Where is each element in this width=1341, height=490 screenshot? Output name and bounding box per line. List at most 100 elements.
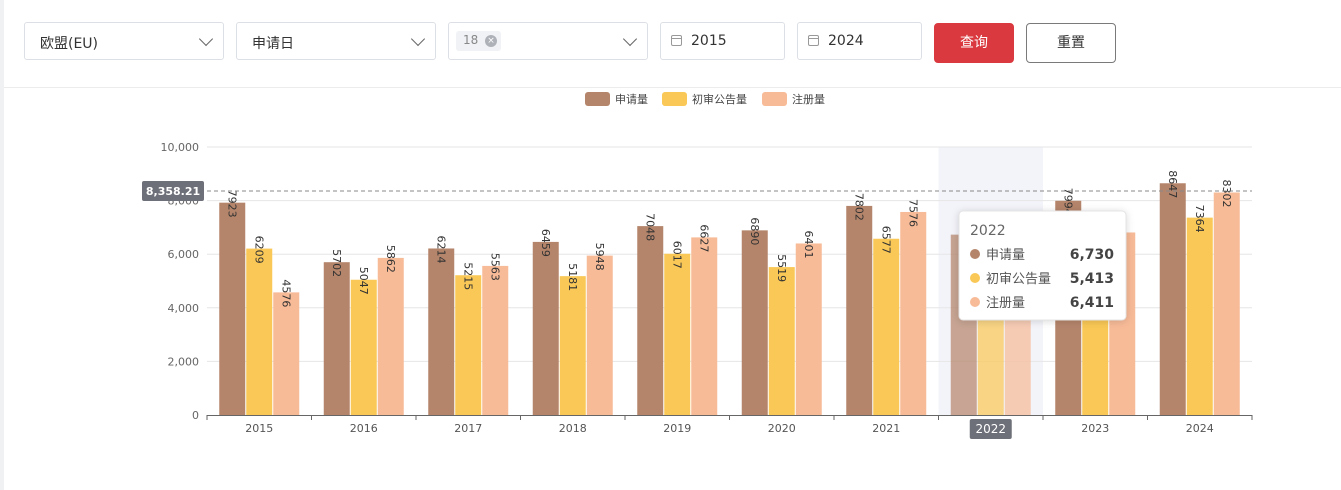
data-label: 6017 <box>670 241 683 269</box>
data-label: 6890 <box>748 217 761 245</box>
tooltip-series-name: 注册量 <box>986 296 1025 311</box>
data-label: 6209 <box>252 236 265 264</box>
year-from-picker[interactable]: 2015 <box>660 22 785 60</box>
bar-3 <box>1213 192 1240 415</box>
year-to-value: 2024 <box>828 33 864 49</box>
bar-2 <box>768 267 795 415</box>
bar-2 <box>559 276 586 415</box>
bar-3 <box>482 265 509 415</box>
x-tick-label: 2015 <box>245 422 273 435</box>
year-to-picker[interactable]: 2024 <box>797 22 922 60</box>
x-tick-label: 2021 <box>872 422 900 435</box>
legend-label: 注册量 <box>792 92 825 106</box>
crosshair-badge <box>142 180 204 201</box>
class-multi-select[interactable]: 18 × <box>448 22 648 60</box>
y-tick-label: 10,000 <box>161 141 200 154</box>
bar-2 <box>455 275 482 415</box>
y-tick-label: 0 <box>192 409 199 422</box>
data-label: 5702 <box>330 249 343 277</box>
x-tick-label: 2020 <box>768 422 796 435</box>
x-tick-label: 2022 <box>975 422 1006 436</box>
bar-1 <box>532 241 559 415</box>
x-tick-label: 2017 <box>454 422 482 435</box>
y-tick-label: 4,000 <box>168 302 200 315</box>
x-tick-label: 2023 <box>1081 422 1109 435</box>
data-label: 6459 <box>539 229 552 257</box>
bar-1 <box>846 205 873 415</box>
data-label: 7576 <box>906 199 919 227</box>
legend-swatch <box>762 92 787 106</box>
y-tick-label: 2,000 <box>168 355 200 368</box>
data-label: 6627 <box>697 224 710 252</box>
data-label: 7994 <box>1061 188 1074 216</box>
tooltip-series-value: 6,411 <box>1070 295 1114 311</box>
close-icon[interactable]: × <box>485 35 497 47</box>
data-label: 6401 <box>802 230 815 258</box>
filter-bar: 欧盟(EU) 申请日 18 × 2015 2024 查询 重置 <box>4 0 1341 88</box>
tooltip-dot <box>970 273 980 283</box>
data-label: 7923 <box>225 190 238 218</box>
tooltip-series-name: 申请量 <box>986 248 1025 263</box>
tooltip-series-name: 初审公告量 <box>986 272 1051 287</box>
tooltip-series-value: 6,730 <box>1070 247 1115 263</box>
date-type-select-value: 申请日 <box>252 36 294 52</box>
x-tick-label: 2019 <box>663 422 691 435</box>
bar-1 <box>741 230 768 415</box>
bar-3 <box>691 237 718 415</box>
bar-3 <box>377 257 404 415</box>
data-label: 4576 <box>279 279 292 307</box>
bar-1 <box>637 226 664 415</box>
data-label: 8302 <box>1220 180 1233 208</box>
bar-1 <box>219 202 246 415</box>
legend: 申请量 初审公告量 注册量 <box>585 92 825 106</box>
year-from-value: 2015 <box>691 33 727 49</box>
bar-2 <box>873 238 900 415</box>
date-type-select[interactable]: 申请日 <box>236 22 436 60</box>
region-select[interactable]: 欧盟(EU) <box>24 22 224 60</box>
tooltip: 2022 申请量 6,730 初审公告量 5,413 注册量 6,411 <box>958 210 1127 321</box>
tooltip-box <box>958 210 1127 321</box>
reset-button[interactable]: 重置 <box>1026 23 1116 63</box>
bar-3 <box>586 255 613 415</box>
data-label: 5519 <box>775 254 788 282</box>
data-label: 7802 <box>852 193 865 221</box>
data-label: 6214 <box>434 235 447 263</box>
calendar-icon <box>808 35 819 46</box>
legend-label: 申请量 <box>615 93 648 106</box>
tooltip-series-value: 5,413 <box>1070 271 1114 287</box>
y-tick-label: 6,000 <box>168 248 200 261</box>
x-axis-pointer-badge <box>969 419 1012 439</box>
legend-swatch <box>585 92 610 106</box>
bar-1 <box>323 262 350 415</box>
query-button[interactable]: 查询 <box>934 23 1014 63</box>
data-label: 5215 <box>461 262 474 290</box>
tooltip-dot <box>970 249 980 259</box>
legend-swatch <box>662 92 687 106</box>
x-tick-label: 2024 <box>1186 422 1214 435</box>
region-select-value: 欧盟(EU) <box>40 36 99 52</box>
class-tag: 18 × <box>456 31 501 51</box>
legend-label: 初审公告量 <box>692 92 747 106</box>
data-label: 5948 <box>593 243 606 271</box>
tooltip-dot <box>970 297 980 307</box>
data-label: 6577 <box>879 226 892 254</box>
calendar-icon <box>671 35 682 46</box>
bar-3 <box>273 292 300 415</box>
bar-3 <box>795 243 822 415</box>
data-label: 7048 <box>643 213 656 241</box>
data-label: 5047 <box>357 267 370 295</box>
bar-2 <box>664 253 691 415</box>
x-tick-label: 2016 <box>350 422 378 435</box>
data-label: 5563 <box>488 253 501 281</box>
bar-3 <box>900 211 927 415</box>
tooltip-title: 2022 <box>970 223 1006 239</box>
x-tick-label: 2018 <box>559 422 587 435</box>
bar-1 <box>428 248 455 415</box>
data-label: 7364 <box>1193 205 1206 233</box>
data-label: 5862 <box>384 245 397 273</box>
data-label: 5181 <box>566 263 579 291</box>
data-label: 8647 <box>1166 170 1179 198</box>
bar-1 <box>1159 183 1186 415</box>
class-tag-label: 18 <box>463 33 479 47</box>
